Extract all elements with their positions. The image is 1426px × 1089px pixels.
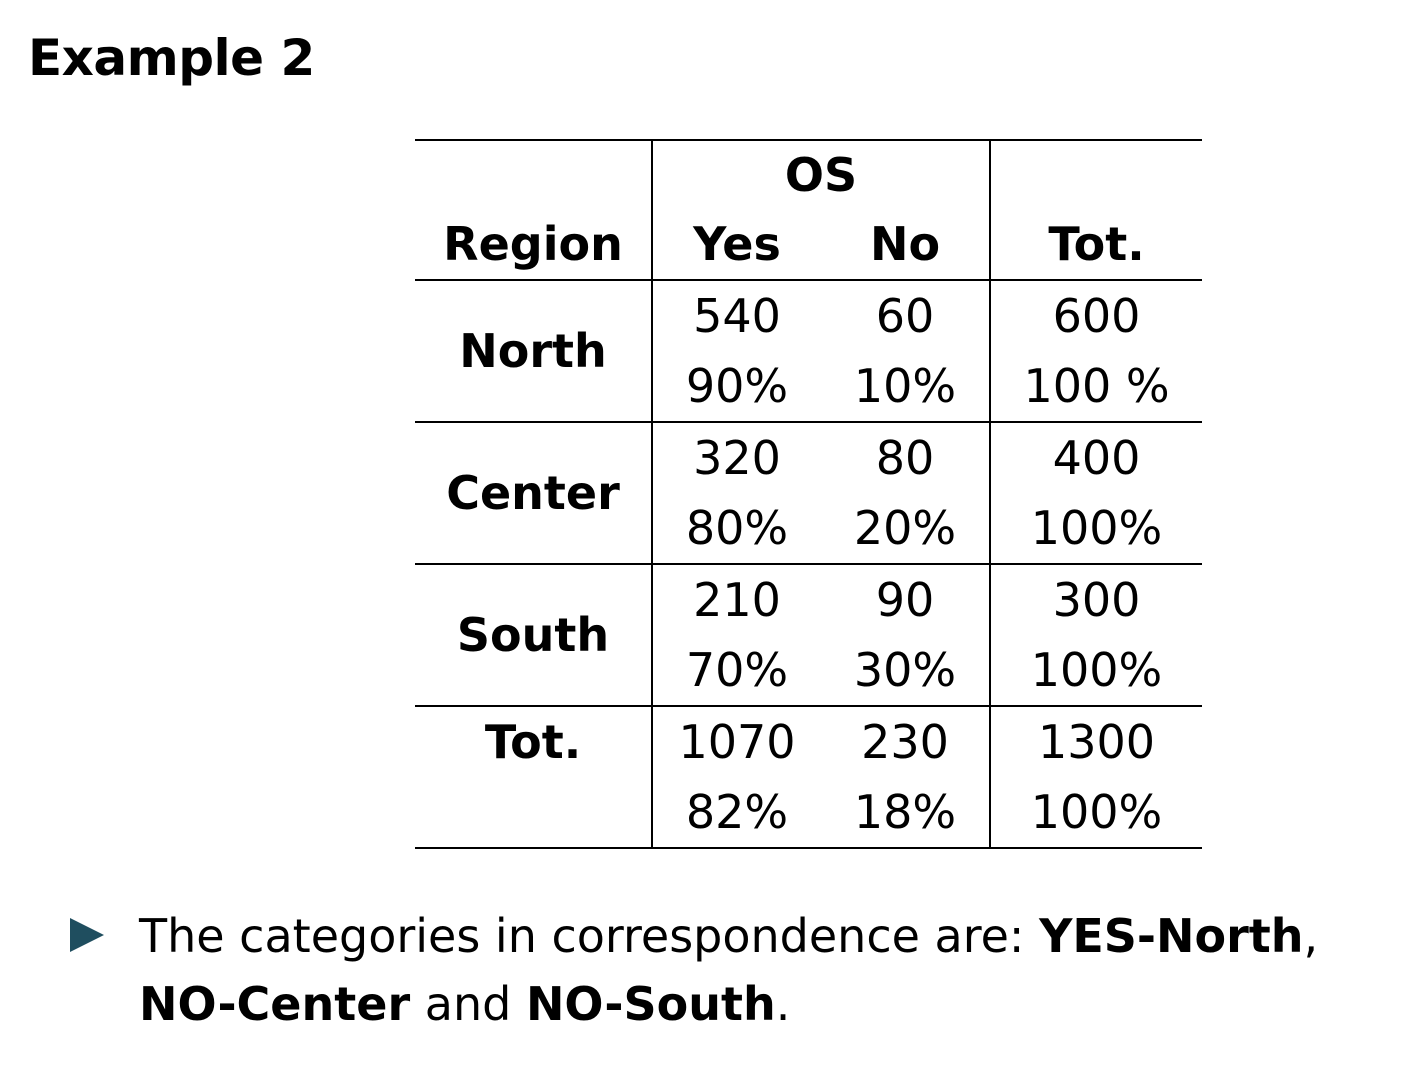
cell-count: 400 — [1052, 431, 1141, 485]
cell-percent: 100% — [990, 635, 1203, 707]
cell-count: 1300 — [1037, 715, 1156, 769]
header-empty-cell — [990, 139, 1203, 208]
cell-count: 80 — [821, 422, 992, 493]
row-label-south: South — [415, 564, 653, 707]
cell-percent: 30% — [821, 635, 992, 707]
bullet-bold-no-south: NO-South — [525, 977, 776, 1031]
cell-count: 1070 — [678, 715, 796, 769]
bullet-separator: , — [1303, 909, 1319, 963]
header-no: No — [821, 208, 992, 281]
header-empty-cell — [415, 139, 653, 208]
header-yes: Yes — [652, 208, 821, 281]
cell-percent: 100% — [990, 777, 1203, 849]
bullet-bold-no-center: NO-Center — [139, 977, 411, 1031]
slide-title: Example 2 — [28, 29, 315, 87]
cell-percent: 90% — [652, 351, 821, 423]
row-label-center: Center — [415, 422, 653, 565]
cell-count: 60 — [821, 280, 992, 351]
cell-percent: 80% — [652, 493, 821, 565]
bullet-text: The categories in correspondence are: YE… — [139, 902, 1390, 1038]
cell-count: 210 — [693, 573, 781, 627]
cell-count: 540 — [693, 289, 781, 343]
cell-percent: 100 % — [990, 351, 1203, 423]
cell-percent: 100% — [990, 493, 1203, 565]
bullet-end: . — [775, 977, 791, 1031]
bullet-mid: and — [410, 977, 526, 1031]
contingency-table-wrapper: OS Region Yes No Tot. North 540 60 600 9… — [415, 139, 1203, 849]
cell-percent: 82% — [652, 777, 821, 849]
cell-percent: 10% — [821, 351, 992, 423]
cell-percent: 18% — [821, 777, 992, 849]
cell-count: 320 — [693, 431, 781, 485]
bullet-bold-yes-north: YES-North — [1039, 909, 1304, 963]
triangle-bullet-icon — [70, 918, 104, 952]
header-region: Region — [415, 208, 653, 281]
bullet-prefix: The categories in correspondence are: — [139, 909, 1040, 963]
cell-count: 230 — [821, 706, 992, 777]
contingency-table: OS Region Yes No Tot. North 540 60 600 9… — [415, 139, 1203, 849]
cell-count: 300 — [1052, 573, 1141, 627]
header-tot: Tot. — [990, 208, 1203, 281]
header-os: OS — [652, 139, 992, 208]
cell-percent: 20% — [821, 493, 992, 565]
row-label-total: Tot. — [415, 706, 653, 849]
cell-percent: 70% — [652, 635, 821, 707]
cell-count: 600 — [1052, 289, 1141, 343]
row-label-north: North — [415, 280, 653, 423]
bullet-item: The categories in correspondence are: YE… — [70, 902, 1390, 1038]
cell-count: 90 — [821, 564, 992, 635]
